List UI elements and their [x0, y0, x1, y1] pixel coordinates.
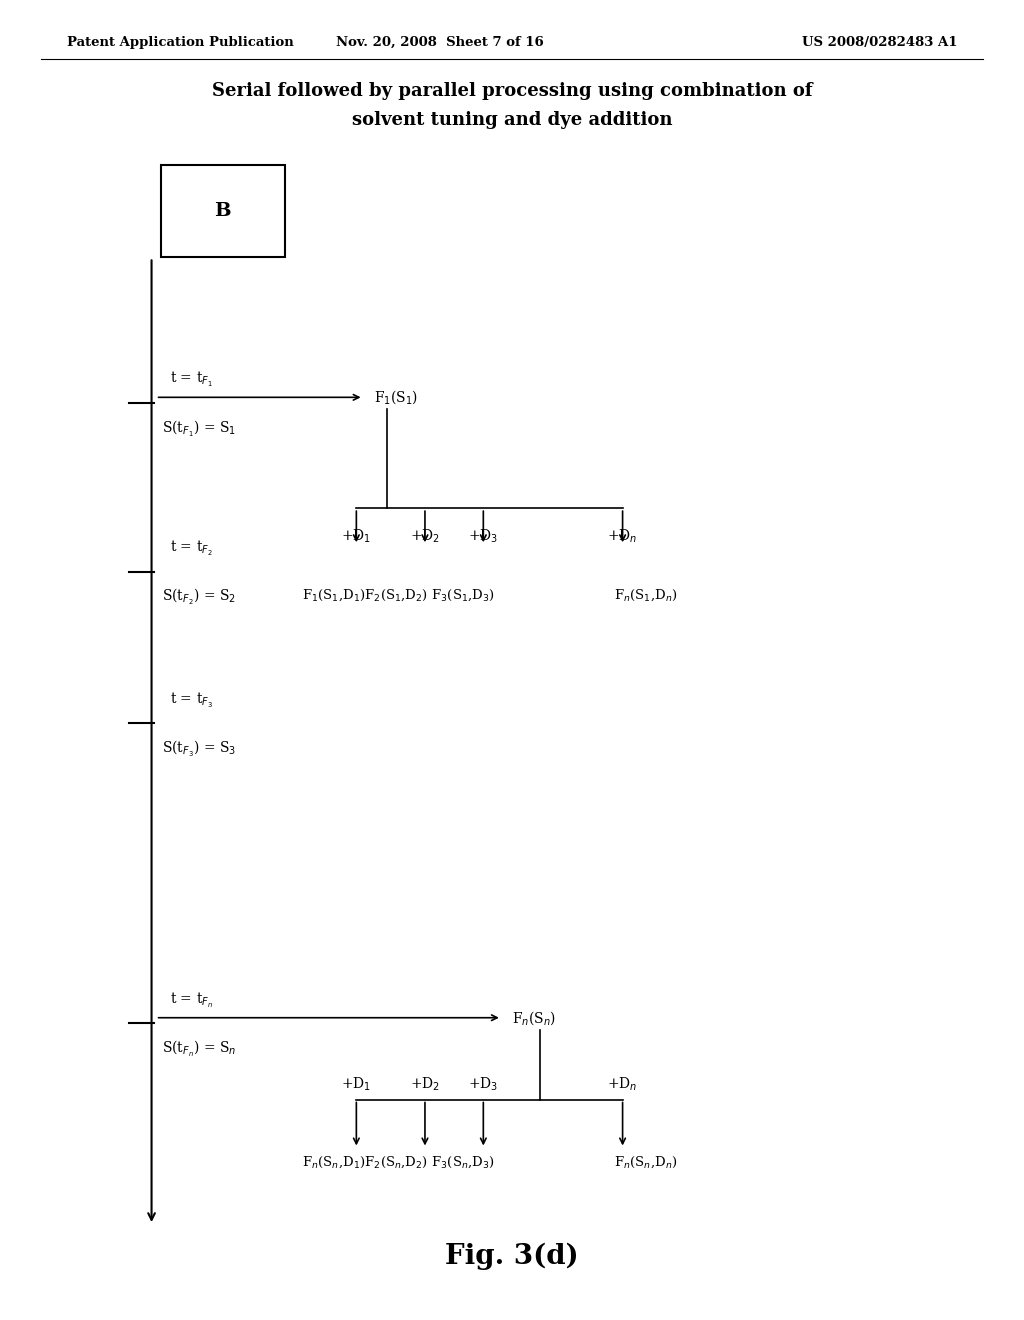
Text: S(t$_{F_3}$) = S$_3$: S(t$_{F_3}$) = S$_3$ [162, 739, 236, 759]
Text: t = t$_{F_3}$: t = t$_{F_3}$ [170, 692, 213, 710]
Text: F$_1$(S$_1$,D$_1$)F$_2$(S$_1$,D$_2$) F$_3$(S$_1$,D$_3$): F$_1$(S$_1$,D$_1$)F$_2$(S$_1$,D$_2$) F$_… [302, 587, 495, 603]
FancyBboxPatch shape [161, 165, 285, 257]
Text: +D$_1$: +D$_1$ [341, 528, 372, 545]
Text: S(t$_{F_1}$) = S$_1$: S(t$_{F_1}$) = S$_1$ [162, 418, 236, 438]
Text: +D$_3$: +D$_3$ [468, 1076, 499, 1093]
Text: Fig. 3(d): Fig. 3(d) [445, 1243, 579, 1270]
Text: F$_n$(S$_1$,D$_n$): F$_n$(S$_1$,D$_n$) [614, 587, 678, 603]
Text: t = t$_{F_2}$: t = t$_{F_2}$ [170, 540, 213, 558]
Text: +D$_2$: +D$_2$ [410, 528, 440, 545]
Text: t = t$_{F_n}$: t = t$_{F_n}$ [170, 991, 213, 1010]
Text: +D$_2$: +D$_2$ [410, 1076, 440, 1093]
Text: F$_n$(S$_n$): F$_n$(S$_n$) [512, 1008, 556, 1027]
Text: S(t$_{F_n}$) = S$_n$: S(t$_{F_n}$) = S$_n$ [162, 1039, 236, 1059]
Text: Patent Application Publication: Patent Application Publication [67, 36, 293, 49]
Text: B: B [214, 202, 231, 220]
Text: +D$_3$: +D$_3$ [468, 528, 499, 545]
Text: US 2008/0282483 A1: US 2008/0282483 A1 [802, 36, 957, 49]
Text: t = t$_{F_1}$: t = t$_{F_1}$ [170, 371, 213, 389]
Text: +D$_1$: +D$_1$ [341, 1076, 372, 1093]
Text: S(t$_{F_2}$) = S$_2$: S(t$_{F_2}$) = S$_2$ [162, 587, 236, 607]
Text: Serial followed by parallel processing using combination of: Serial followed by parallel processing u… [212, 82, 812, 100]
Text: F$_1$(S$_1$): F$_1$(S$_1$) [374, 388, 418, 407]
Text: solvent tuning and dye addition: solvent tuning and dye addition [352, 111, 672, 129]
Text: +D$_n$: +D$_n$ [607, 528, 638, 545]
Text: F$_n$(S$_n$,D$_n$): F$_n$(S$_n$,D$_n$) [614, 1155, 678, 1171]
Text: Nov. 20, 2008  Sheet 7 of 16: Nov. 20, 2008 Sheet 7 of 16 [337, 36, 544, 49]
Text: F$_n$(S$_n$,D$_1$)F$_2$(S$_n$,D$_2$) F$_3$(S$_n$,D$_3$): F$_n$(S$_n$,D$_1$)F$_2$(S$_n$,D$_2$) F$_… [302, 1155, 495, 1171]
Text: +D$_n$: +D$_n$ [607, 1076, 638, 1093]
